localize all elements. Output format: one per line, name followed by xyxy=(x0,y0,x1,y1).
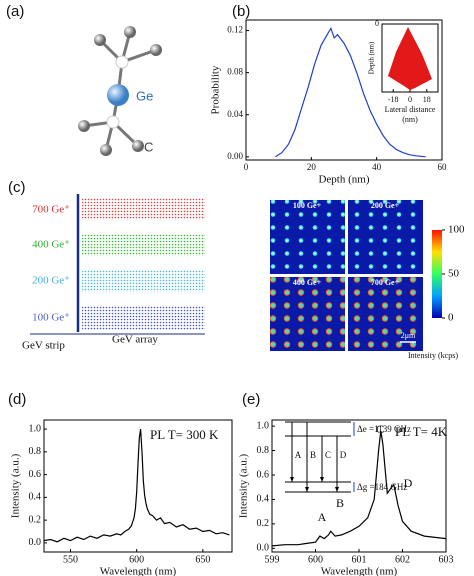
x-axis-label: Wavelength (nm) xyxy=(100,566,177,576)
arrow-head xyxy=(290,477,294,482)
x-axis-label: Lateral distance xyxy=(385,105,436,114)
colorbar-tick-label: 50 xyxy=(448,268,460,280)
y-axis-label: Intensity (a.u.) xyxy=(238,453,250,518)
scale-bar-label: 2μm xyxy=(401,331,416,340)
strip-label: GeV strip xyxy=(22,340,65,352)
y-axis-label: Intensity (a.u.) xyxy=(10,453,22,518)
x-tick-label: 0 xyxy=(408,95,412,104)
x-tick-label: 40 xyxy=(372,162,382,172)
x-tick-label: 60 xyxy=(438,162,448,172)
panel-label: (e) xyxy=(242,391,260,408)
y-tick-label: 0.08 xyxy=(227,67,243,77)
y-tick-label: 0.6 xyxy=(29,469,42,480)
x-tick-label: 603 xyxy=(439,554,454,565)
x-tick-label: 601 xyxy=(352,554,367,565)
colorbar-tick-label: 0 xyxy=(448,312,454,324)
transition-label: C xyxy=(325,450,331,460)
panel-label: (b) xyxy=(232,3,250,20)
y-tick-label: 0.0 xyxy=(257,543,270,554)
panel-label: (a) xyxy=(6,3,24,20)
dose-label: 400 Ge⁺ xyxy=(32,239,70,251)
panel-label: (d) xyxy=(8,391,26,408)
y-axis-label: Probability xyxy=(210,65,222,114)
annotation: PL T= 4K xyxy=(395,424,448,439)
x-axis-label: Depth (nm) xyxy=(318,174,369,186)
delta-g: Δg =184 GHz xyxy=(357,482,407,492)
x-tick-label: 600 xyxy=(308,554,323,565)
y-tick-label: 0.2 xyxy=(257,518,270,529)
y-axis-label: Depth (nm) xyxy=(368,41,376,74)
x-tick-label: 602 xyxy=(395,554,410,565)
tile-label: 100 Ge+ xyxy=(293,201,322,210)
line xyxy=(43,429,230,543)
x-tick-label: -18 xyxy=(388,95,399,104)
x-tick-label: 599 xyxy=(265,554,280,565)
y-tick-label: 0.04 xyxy=(227,109,243,119)
peak-label: C xyxy=(376,422,384,436)
plot-frame xyxy=(43,419,233,553)
confocal-image xyxy=(270,200,442,351)
y-tick-label: 0.4 xyxy=(257,494,270,505)
line xyxy=(271,430,447,547)
x-tick-label: 20 xyxy=(307,162,317,172)
implant-diagram xyxy=(30,194,205,335)
y-tick-label: 1.0 xyxy=(29,423,42,434)
plot-frame xyxy=(245,19,443,161)
peak-label: A xyxy=(318,510,327,524)
x-tick-label: 600 xyxy=(129,554,144,565)
y-tick-label: 0.8 xyxy=(257,445,270,456)
annotation: PL T= 300 K xyxy=(150,427,219,442)
peak-label: B xyxy=(336,496,344,510)
tile-label: 200 Ge+ xyxy=(371,201,400,210)
arrow-head xyxy=(320,477,324,482)
x-axis-label: Wavelength (nm) xyxy=(321,566,398,576)
x-tick-label: 650 xyxy=(195,554,210,565)
x-axis-label: (nm) xyxy=(402,115,418,124)
colorbar-tick-label: 100 xyxy=(448,224,465,236)
delta-e: Δe =1139 GHz xyxy=(357,424,411,434)
molecule xyxy=(78,26,162,156)
colorbar-label: Intensity (kcps) xyxy=(408,351,458,360)
arrow-head xyxy=(305,487,309,492)
transition-label: A xyxy=(295,450,302,460)
y-tick-label: 0.0 xyxy=(29,537,42,548)
y-tick-label: 0 xyxy=(375,19,379,28)
y-tick-label: 0.4 xyxy=(29,492,42,503)
cascade-cloud xyxy=(388,27,432,90)
y-tick-label: 0.12 xyxy=(227,25,243,35)
dose-label: 200 Ge⁺ xyxy=(32,275,70,287)
y-tick-label: 1.0 xyxy=(257,420,270,431)
atom-label: Ge xyxy=(136,88,153,103)
dose-label: 700 Ge⁺ xyxy=(32,204,70,216)
y-tick-label: 0.6 xyxy=(257,469,270,480)
y-tick-label: 0.2 xyxy=(29,514,42,525)
line xyxy=(275,26,426,158)
peak-label: D xyxy=(404,476,413,490)
tile-label: 700 Ge+ xyxy=(371,278,400,287)
panel-label: (c) xyxy=(8,179,26,196)
y-tick-label: 0.8 xyxy=(29,446,42,457)
transition-label: D xyxy=(340,450,347,460)
y-tick-label: 0.00 xyxy=(227,151,243,161)
transition-label: B xyxy=(310,450,316,460)
x-tick-label: 0 xyxy=(244,162,249,172)
array-label: GeV array xyxy=(112,334,158,346)
x-tick-label: 18 xyxy=(423,95,431,104)
arrow-head xyxy=(335,487,339,492)
atom-label: C xyxy=(144,139,153,154)
tile-label: 400 Ge+ xyxy=(293,278,322,287)
dose-label: 100 Ge⁺ xyxy=(32,312,70,324)
x-tick-label: 550 xyxy=(63,554,78,565)
